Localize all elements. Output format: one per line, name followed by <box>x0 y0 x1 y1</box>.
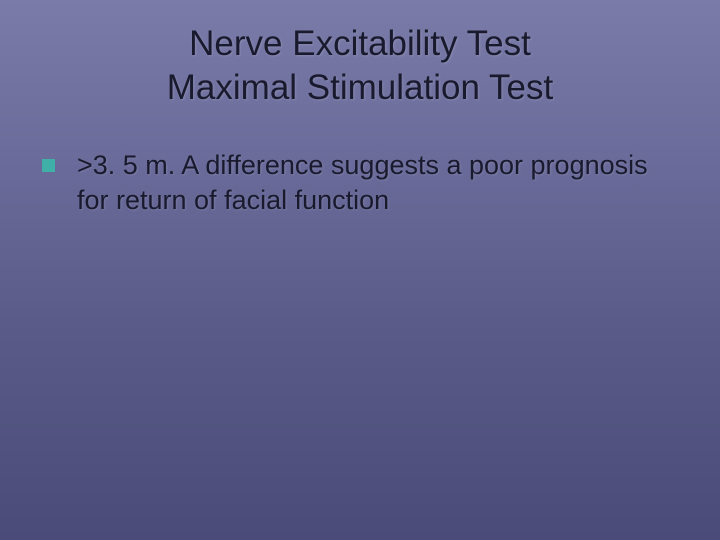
slide: Nerve Excitability Test Maximal Stimulat… <box>0 0 720 540</box>
title-line-2: Maximal Stimulation Test <box>0 66 720 110</box>
slide-title: Nerve Excitability Test Maximal Stimulat… <box>0 22 720 110</box>
bullet-text: >3. 5 m. A difference suggests a poor pr… <box>77 148 680 218</box>
bullet-item: >3. 5 m. A difference suggests a poor pr… <box>42 148 680 218</box>
square-bullet-icon <box>42 159 55 172</box>
title-line-1: Nerve Excitability Test <box>0 22 720 66</box>
